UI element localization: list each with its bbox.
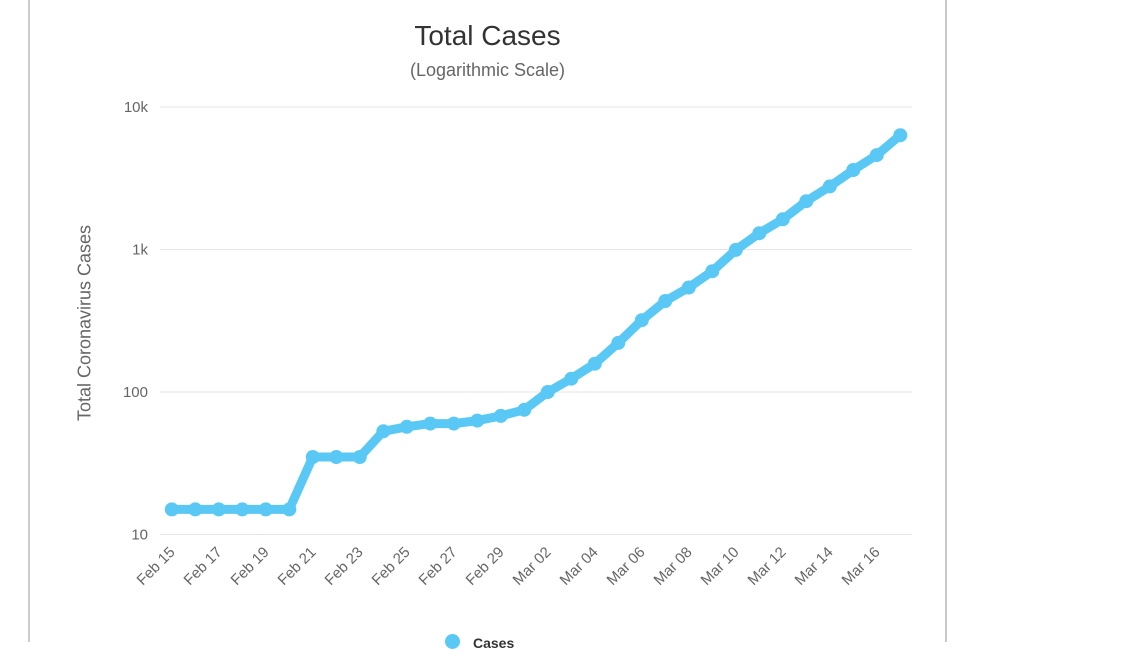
y-axis-tick-label: 10k: [124, 99, 149, 116]
x-axis-tick-label: Mar 12: [745, 544, 790, 589]
x-axis-tick-label: Feb 27: [416, 544, 461, 589]
series-point[interactable]: [869, 148, 884, 163]
series-point[interactable]: [799, 194, 814, 209]
series-point[interactable]: [329, 450, 344, 464]
series-line-cases[interactable]: [167, 130, 905, 514]
chart-card: Total Cases (Logarithmic Scale) Total Co…: [28, 0, 947, 651]
series-point[interactable]: [376, 424, 391, 439]
chart-subtitle: (Logarithmic Scale): [409, 60, 566, 80]
series-point[interactable]: [728, 242, 743, 257]
x-axis-tick-label: Feb 19: [228, 544, 273, 589]
x-axis-tick-label: Feb 23: [322, 544, 367, 589]
series-point[interactable]: [352, 450, 367, 464]
series-point[interactable]: [658, 294, 673, 308]
series-point[interactable]: [705, 264, 720, 279]
series-point[interactable]: [611, 335, 626, 350]
series-point[interactable]: [822, 179, 837, 194]
series-point[interactable]: [846, 163, 861, 177]
x-axis-tick-label: Mar 14: [792, 544, 837, 589]
y-axis-tick-label: 10: [131, 527, 148, 544]
x-axis-tick-label: Mar 04: [557, 544, 602, 589]
series-point[interactable]: [470, 413, 485, 428]
y-axis-tick-label: 1k: [132, 242, 148, 259]
series-point[interactable]: [188, 502, 203, 517]
series-point[interactable]: [517, 402, 532, 417]
x-axis-tick-label: Feb 29: [463, 544, 508, 589]
series-point[interactable]: [235, 502, 250, 517]
series-point[interactable]: [540, 385, 555, 399]
x-axis-tick-label: Mar 02: [510, 544, 555, 589]
series-point[interactable]: [681, 280, 696, 295]
series-point[interactable]: [634, 313, 649, 328]
x-axis-tick-label: Feb 15: [134, 544, 179, 589]
x-axis-tick-label: Feb 21: [275, 544, 320, 589]
series-point[interactable]: [564, 371, 579, 386]
x-axis-tick-label: Feb 17: [181, 544, 226, 589]
legend-series-marker-icon: [445, 634, 460, 649]
series-point[interactable]: [399, 419, 414, 434]
x-axis-tick-label: Feb 25: [369, 544, 414, 589]
series-point[interactable]: [164, 502, 179, 517]
series-point[interactable]: [211, 502, 226, 517]
chart-title: Total Cases: [414, 20, 561, 51]
x-axis-tick-label: Mar 08: [651, 544, 696, 589]
x-axis-tick-label: Mar 10: [698, 544, 743, 589]
x-axis-tick-label: Mar 06: [604, 544, 649, 589]
series-point[interactable]: [752, 226, 767, 241]
series-point[interactable]: [258, 502, 273, 517]
x-axis-tick-label: Mar 16: [839, 544, 884, 589]
y-axis-tick-label: 100: [123, 384, 148, 401]
series-point[interactable]: [305, 450, 320, 464]
series-point[interactable]: [446, 416, 461, 431]
series-point[interactable]: [423, 416, 438, 431]
legend-series-label: Cases: [473, 635, 515, 651]
series-point[interactable]: [775, 212, 790, 227]
series-point[interactable]: [493, 408, 508, 423]
series-point[interactable]: [893, 128, 908, 143]
series-point[interactable]: [282, 502, 297, 517]
chart-plot-area[interactable]: 10 100 1k 10k Feb 15 Feb 17 Feb 19 Feb 21 Feb 23…: [30, 0, 945, 642]
chart-legend[interactable]: Cases: [30, 634, 945, 664]
series-point[interactable]: [587, 356, 602, 371]
